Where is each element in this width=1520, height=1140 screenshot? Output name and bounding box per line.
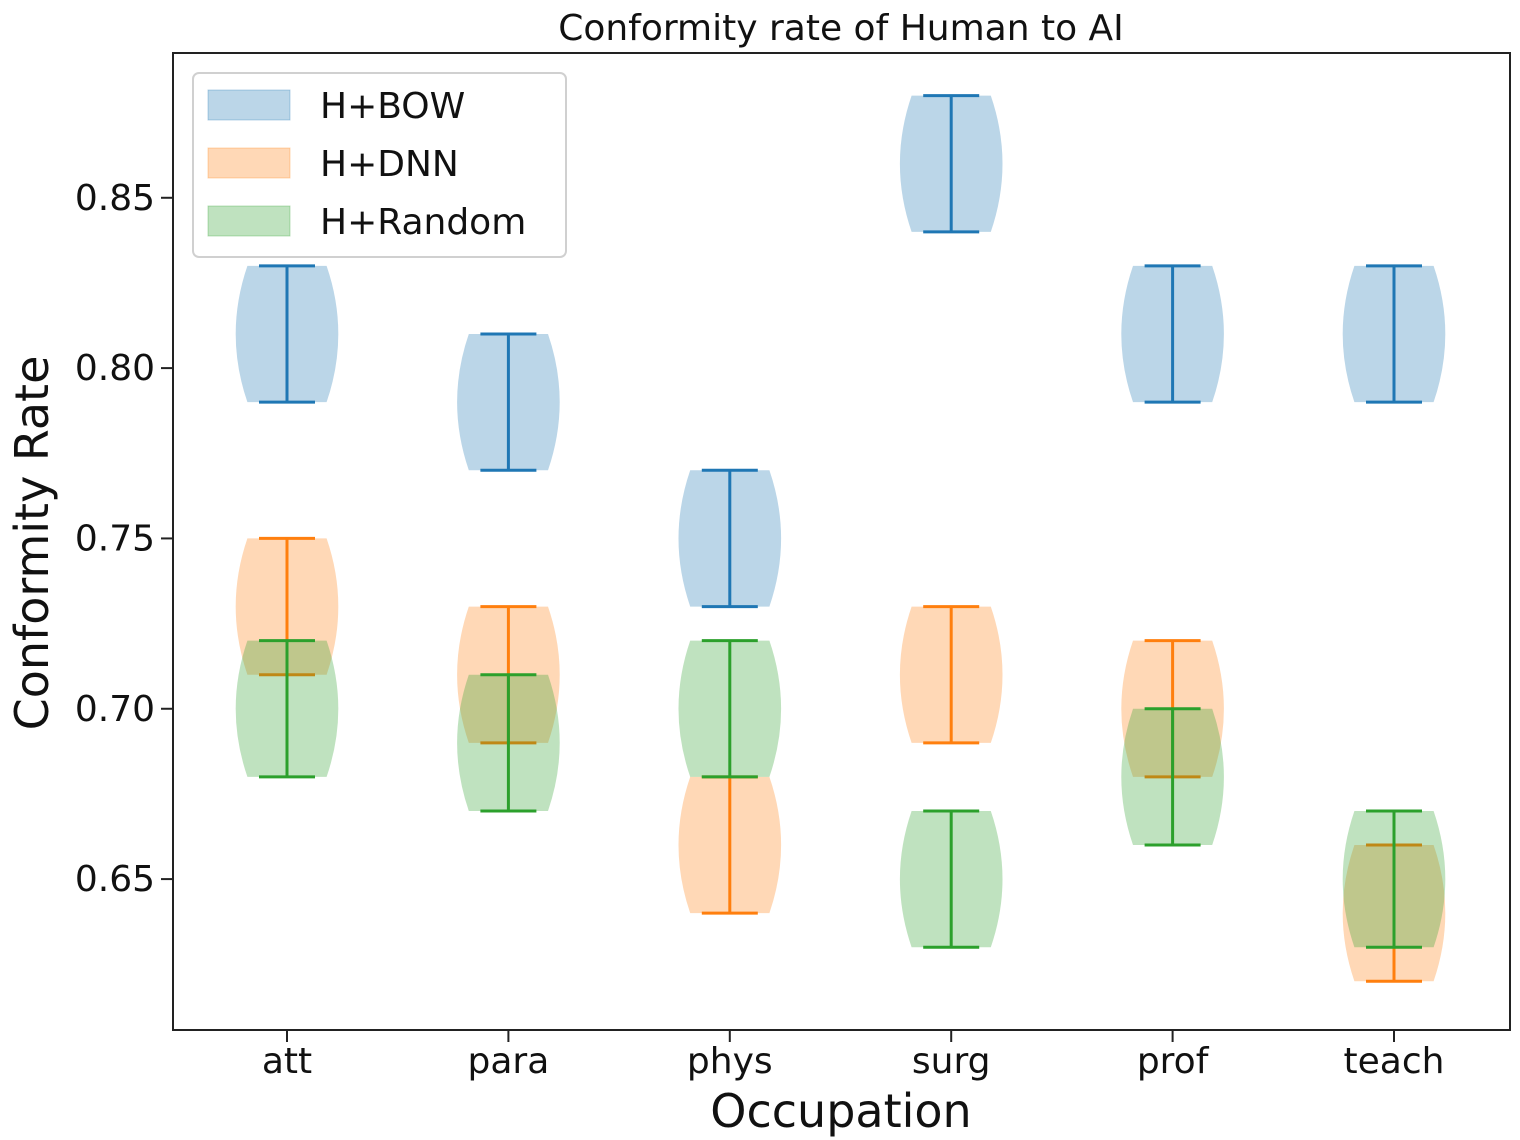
y-tick-label: 0.75 — [75, 518, 155, 559]
x-tick-label: phys — [687, 1041, 773, 1082]
x-tick-label: para — [468, 1041, 550, 1082]
chart-title: Conformity rate of Human to AI — [558, 8, 1124, 49]
violin-layer — [235, 94, 1446, 983]
legend-swatch-h-dnn — [207, 147, 291, 179]
x-tick-label: att — [262, 1041, 312, 1082]
legend-label-h-bow: H+BOW — [320, 86, 465, 127]
legend-swatch-h-bow — [207, 89, 291, 121]
x-tick-label: teach — [1344, 1041, 1445, 1082]
legend-label-h-random: H+Random — [320, 202, 526, 243]
x-tick-label: prof — [1137, 1041, 1210, 1082]
y-tick-label: 0.65 — [75, 859, 155, 900]
legend-label-h-dnn: H+DNN — [320, 144, 459, 185]
legend-swatch-h-random — [207, 205, 291, 237]
x-axis: att para phys surg prof teach — [262, 1030, 1445, 1082]
y-tick-label: 0.70 — [75, 689, 155, 730]
x-tick-label: surg — [912, 1041, 991, 1082]
y-axis: 0.65 0.70 0.75 0.80 0.85 — [75, 178, 173, 900]
plot-frame — [172, 52, 1511, 1031]
y-tick-label: 0.80 — [75, 348, 155, 389]
y-tick-label: 0.85 — [75, 178, 155, 219]
legend: H+BOW H+DNN H+Random — [192, 72, 567, 258]
y-axis-label: Conformity Rate — [5, 356, 59, 731]
legend-frame — [192, 72, 567, 258]
x-axis-label: Occupation — [710, 1084, 971, 1138]
